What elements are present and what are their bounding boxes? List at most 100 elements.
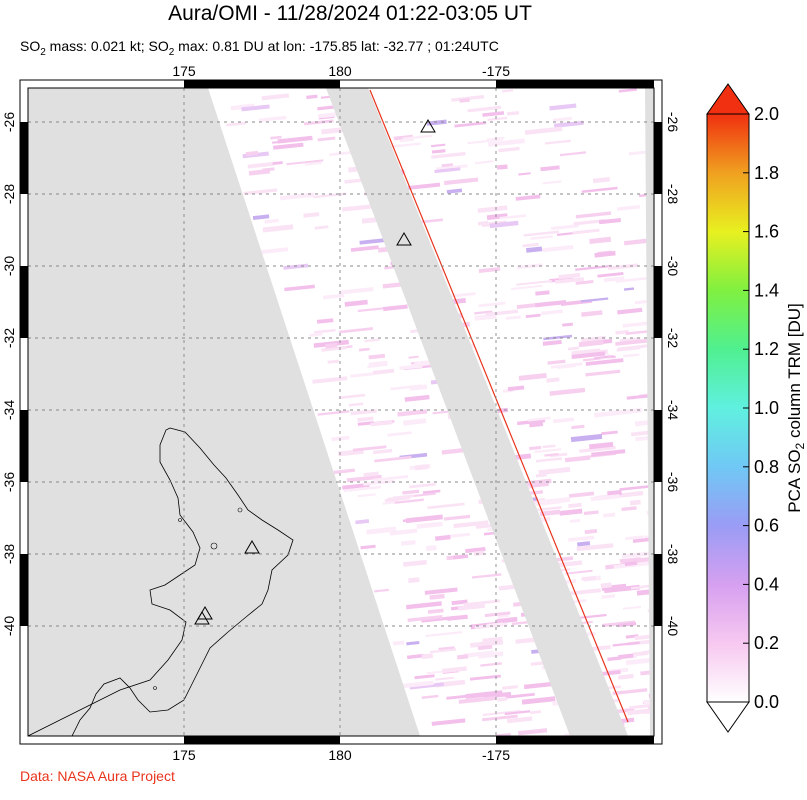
so2-pixel	[529, 445, 542, 451]
so2-pixel	[580, 297, 609, 303]
so2-pixel	[424, 587, 458, 595]
so2-pixel	[601, 430, 618, 436]
so2-pixel	[564, 455, 591, 463]
so2-pixel	[630, 429, 654, 437]
so2-pixel	[283, 263, 309, 270]
so2-pixel	[565, 569, 593, 575]
so2-pixel	[549, 103, 577, 111]
so2-pixel	[540, 165, 560, 172]
so2-pixel	[557, 364, 577, 369]
so2-pixel	[303, 212, 320, 218]
so2-pixel	[546, 377, 560, 383]
so2-pixel	[518, 172, 531, 176]
so2-pixel	[535, 299, 567, 308]
so2-pixel	[505, 315, 521, 320]
so2-pixel	[434, 167, 461, 174]
so2-pixel	[357, 416, 374, 422]
so2-pixel	[286, 159, 324, 166]
so2-pixel	[477, 644, 493, 651]
so2-pixel	[585, 369, 621, 377]
so2-pixel	[262, 224, 294, 233]
so2-pixel	[374, 588, 389, 593]
missing-swath-center	[326, 88, 628, 736]
so2-pixel	[496, 616, 518, 624]
so2-pixel	[518, 372, 547, 381]
so2-pixel	[471, 573, 502, 579]
so2-pixel	[592, 177, 610, 184]
so2-pixel	[603, 276, 625, 283]
so2-pixel	[621, 551, 651, 559]
so2-pixel	[568, 535, 595, 542]
lat-tick: -40	[665, 616, 681, 636]
so2-pixel	[432, 410, 452, 415]
so2-pixel	[616, 346, 641, 352]
so2-pixel	[603, 512, 616, 518]
lat-tick: -34	[1, 400, 17, 420]
so2-pixel	[338, 393, 366, 400]
so2-pixel	[552, 116, 573, 122]
so2-pixel	[571, 424, 585, 430]
colorbar-tick-label: 1.0	[754, 398, 779, 418]
so2-pixel	[552, 417, 575, 424]
so2-pixel	[544, 453, 559, 457]
so2-pixel	[581, 310, 603, 317]
so2-pixel	[583, 510, 599, 516]
so2-pixel	[573, 219, 605, 226]
so2-pixel	[357, 421, 375, 426]
so2-pixel	[400, 539, 416, 546]
so2-pixel	[629, 702, 654, 710]
so2-pixel	[317, 136, 336, 142]
so2-pixel	[414, 464, 429, 471]
colorbar-max-arrow	[706, 83, 750, 115]
so2-pixel	[342, 482, 370, 490]
so2-pixel	[506, 110, 520, 116]
so2-pixel	[594, 355, 615, 360]
colorbar-tick-label: 0.8	[754, 457, 779, 477]
so2-pixel	[594, 250, 616, 258]
colorbar-tick-label: 0.6	[754, 516, 779, 536]
so2-pixel	[626, 394, 651, 400]
so2-pixel	[304, 161, 322, 166]
subtitle-sub1: 2	[40, 46, 46, 58]
so2-pixel	[489, 220, 519, 229]
so2-pixel	[607, 263, 639, 270]
so2-pixel	[452, 554, 469, 560]
graticule	[28, 88, 654, 736]
so2-pixel	[341, 203, 378, 212]
volcano-marker	[244, 540, 260, 554]
so2-pixel	[406, 601, 442, 610]
so2-pixel	[554, 277, 585, 284]
so2-pixel	[572, 228, 600, 235]
so2-pixel	[541, 309, 564, 316]
so2-pixel	[279, 192, 315, 201]
so2-pixel	[652, 733, 654, 736]
so2-pixel	[382, 501, 395, 505]
so2-pixel	[515, 194, 541, 201]
so2-pixel	[355, 519, 370, 525]
so2-pixel	[580, 335, 607, 344]
so2-pixel	[243, 188, 278, 196]
so2-pixel	[474, 310, 493, 315]
so2-pixel	[363, 479, 395, 486]
so2-pixel	[553, 120, 584, 128]
colorbar-ticks: 0.0 0.2 0.4 0.6 0.8 1.0 1.2 1.4 1.6 1.8 2.0	[743, 104, 779, 712]
so2-pixel	[327, 359, 340, 364]
so2-pixel	[458, 696, 496, 704]
so2-pixel	[591, 449, 626, 457]
so2-pixel	[389, 528, 418, 536]
volcano-marker	[396, 232, 412, 246]
so2-pixel	[511, 284, 543, 290]
so2-pixel	[530, 710, 542, 715]
so2-pixel	[403, 418, 427, 426]
so2-pixel	[399, 138, 415, 143]
colorbar-tick-label: 0.2	[754, 633, 779, 653]
so2-pixel	[366, 526, 397, 535]
so2-pixel	[469, 639, 504, 648]
so2-pixel	[245, 150, 259, 157]
so2-pixel	[393, 494, 415, 500]
so2-pixel	[501, 89, 514, 93]
subtitle-prefix: SO	[20, 38, 41, 54]
lon-tick-top: 175	[172, 63, 196, 79]
so2-pixel	[360, 544, 376, 550]
